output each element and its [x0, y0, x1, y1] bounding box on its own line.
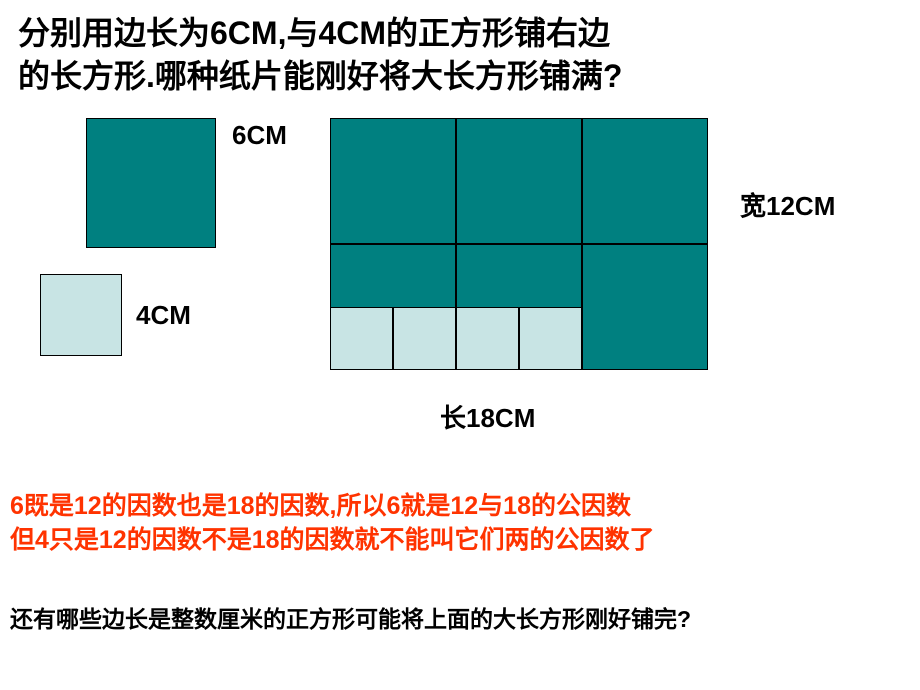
tiling-rectangle	[330, 118, 708, 370]
tile-6cm	[582, 118, 708, 244]
red-line-2: 但4只是12的因数不是18的因数就不能叫它们两的公因数了	[10, 526, 655, 554]
followup-question: 还有哪些边长是整数厘米的正方形可能将上面的大长方形刚好铺完?	[10, 600, 691, 634]
sample-square-6cm	[86, 118, 216, 248]
title-line-1: 分别用边长为6CM,与4CM的正方形铺右边	[18, 15, 610, 51]
explanation-red: 6既是12的因数也是18的因数,所以6就是12与18的公因数 但4只是12的因数…	[10, 490, 655, 558]
tile-6cm	[330, 118, 456, 244]
tile-6cm	[456, 118, 582, 244]
label-4cm: 4CM	[136, 300, 191, 331]
tile-4cm	[456, 307, 519, 370]
tile-4cm	[393, 307, 456, 370]
sample-square-4cm	[40, 274, 122, 356]
problem-title: 分别用边长为6CM,与4CM的正方形铺右边 的长方形.哪种纸片能刚好将大长方形铺…	[18, 12, 622, 98]
label-6cm: 6CM	[232, 120, 287, 151]
tile-4cm	[519, 307, 582, 370]
tile-6cm	[582, 244, 708, 370]
width-label: 宽12CM	[740, 186, 835, 223]
length-label: 长18CM	[440, 398, 535, 435]
red-line-1: 6既是12的因数也是18的因数,所以6就是12与18的公因数	[10, 492, 631, 520]
tile-4cm	[330, 307, 393, 370]
title-line-2: 的长方形.哪种纸片能刚好将大长方形铺满?	[18, 58, 622, 94]
